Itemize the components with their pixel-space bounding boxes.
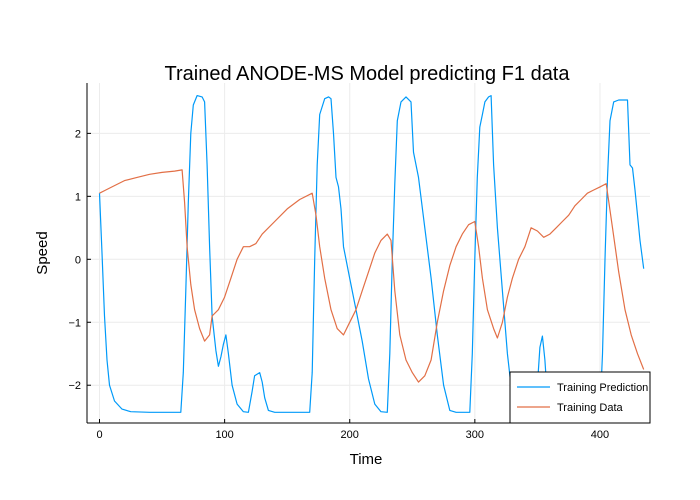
series-group xyxy=(98,95,645,413)
y-tick-label: −1 xyxy=(68,317,81,329)
y-tick-label: 0 xyxy=(75,254,81,266)
x-axis-title: Time xyxy=(350,451,383,468)
y-axis-title: Speed xyxy=(34,231,51,274)
x-tick-label: 200 xyxy=(341,429,359,441)
ticks: 0 100 200 300 400 −2 −1 0 1 2 xyxy=(68,128,609,441)
y-tick-label: 1 xyxy=(75,191,81,203)
x-tick-label: 400 xyxy=(591,429,609,441)
x-tick-label: 0 xyxy=(96,429,102,441)
series-line-training-prediction xyxy=(98,95,645,413)
grid xyxy=(87,83,650,423)
legend-label-training-prediction: Training Prediction xyxy=(557,382,648,394)
series-line-training-data xyxy=(99,169,645,383)
legend-label-training-data: Training Data xyxy=(557,402,624,414)
x-tick-label: 300 xyxy=(466,429,484,441)
y-tick-label: 2 xyxy=(75,128,81,140)
legend-box xyxy=(509,371,651,424)
y-tick-label: −2 xyxy=(68,380,81,392)
legend: Training Prediction Training Data xyxy=(509,371,651,424)
x-tick-label: 100 xyxy=(215,429,233,441)
chart-title: Trained ANODE-MS Model predicting F1 dat… xyxy=(165,63,571,85)
